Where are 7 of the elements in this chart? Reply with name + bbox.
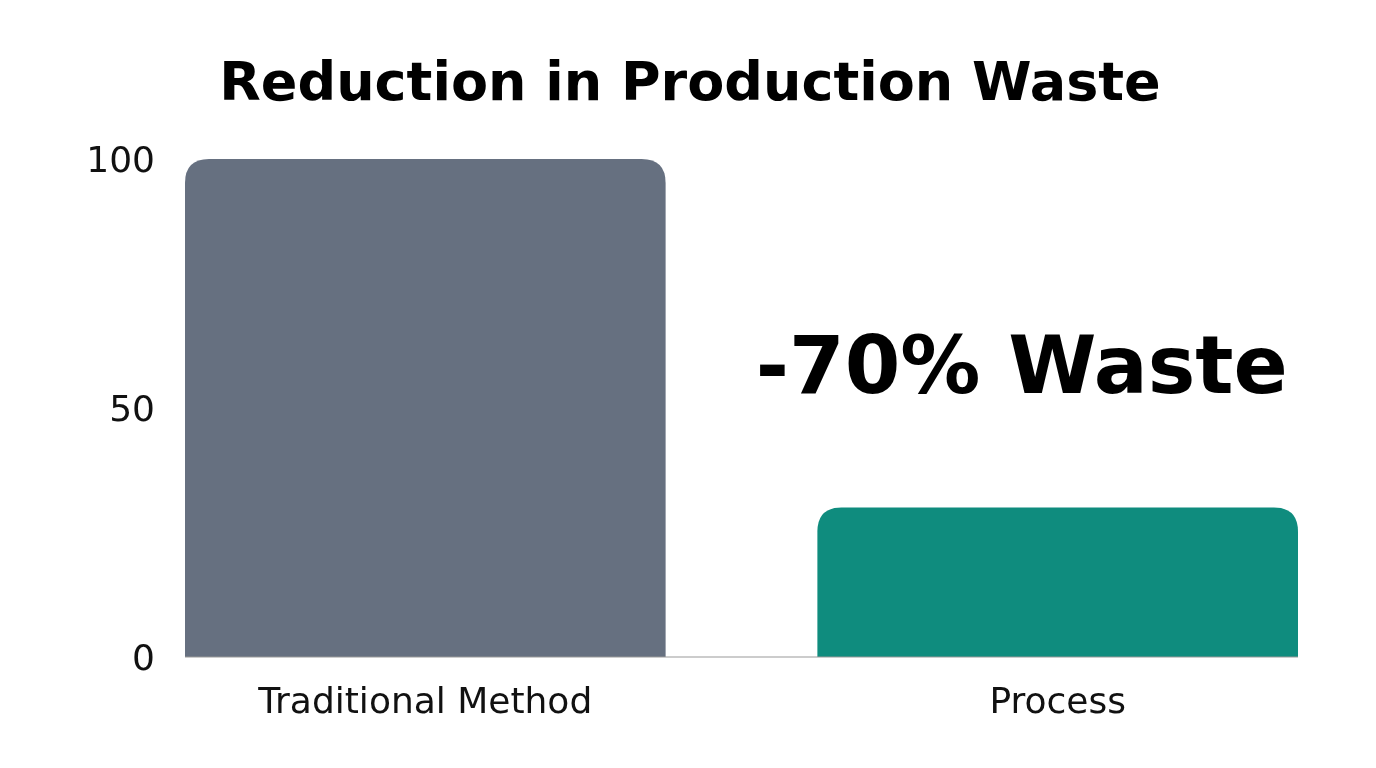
- annotation: -70% Waste: [755, 319, 1288, 412]
- x-tick-label: Process: [989, 680, 1126, 721]
- chart-title: Reduction in Production Waste: [219, 50, 1161, 113]
- x-tick-label: Traditional Method: [257, 680, 593, 721]
- y-tick-label: 0: [132, 636, 155, 678]
- y-tick-label: 50: [109, 387, 155, 429]
- y-tick-label: 100: [86, 138, 155, 180]
